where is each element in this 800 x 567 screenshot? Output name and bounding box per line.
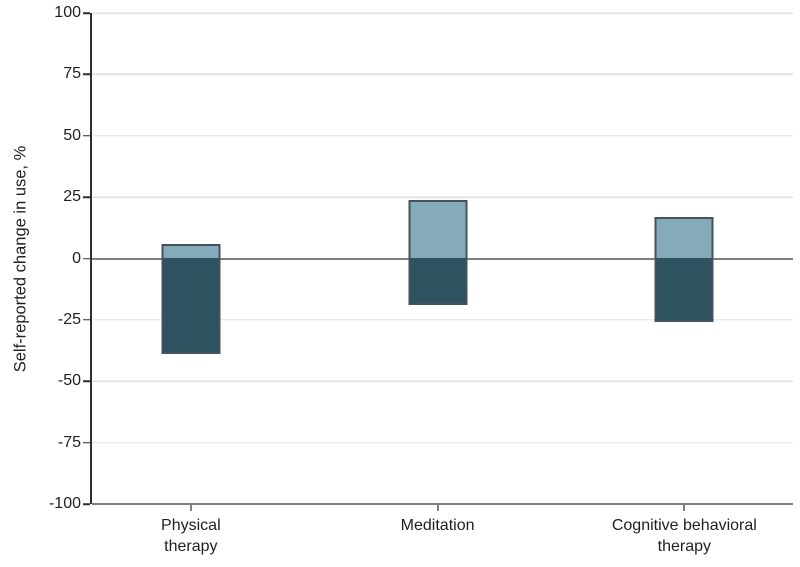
bar-physical-therapy xyxy=(161,243,221,355)
y-tick-label: -25 xyxy=(57,310,81,328)
y-axis-tick xyxy=(83,12,90,14)
y-axis-tick xyxy=(83,319,90,321)
y-tick-label: 50 xyxy=(63,126,81,144)
y-tick-label: 75 xyxy=(63,65,81,83)
y-axis-tick xyxy=(83,441,90,444)
gridline xyxy=(92,73,793,76)
bar-negative-segment xyxy=(163,258,219,353)
x-tick-label-line: Physical xyxy=(161,517,221,534)
bar-negative-segment xyxy=(410,258,466,304)
bar-positive-segment xyxy=(656,218,712,259)
y-axis-tick xyxy=(83,257,90,260)
bar-positive-segment xyxy=(410,201,466,259)
bar-meditation xyxy=(408,199,468,306)
y-axis-tick xyxy=(83,503,90,505)
gridline xyxy=(92,196,793,198)
y-axis-tick xyxy=(83,135,90,137)
y-axis-tick xyxy=(83,73,90,76)
x-tick-label-cognitive-behavioral-therapy: Cognitive behavioral therapy xyxy=(612,515,757,557)
y-axis-tick xyxy=(83,380,90,382)
bar-positive-segment xyxy=(163,245,219,259)
x-axis-tick xyxy=(189,504,192,511)
y-tick-label: 25 xyxy=(63,188,81,206)
y-tick-label: -75 xyxy=(57,433,81,451)
x-tick-label-line: therapy xyxy=(164,538,218,555)
x-tick-label-physical-therapy: Physical therapy xyxy=(161,515,221,557)
gridline xyxy=(92,319,793,321)
x-axis-tick xyxy=(436,504,439,511)
gridline xyxy=(92,12,793,14)
x-axis-tick xyxy=(683,504,686,511)
x-tick-label-line: Cognitive behavioral xyxy=(611,517,757,534)
plot-area xyxy=(83,12,793,511)
x-tick-label-meditation: Meditation xyxy=(401,515,475,536)
gridline xyxy=(92,380,793,382)
gridline xyxy=(92,135,793,137)
bar-negative-segment xyxy=(656,258,712,321)
x-tick-label-line: therapy xyxy=(657,538,712,555)
gridline xyxy=(92,441,793,444)
x-axis-line xyxy=(92,503,793,505)
y-axis-tick xyxy=(83,196,90,198)
y-tick-label: 100 xyxy=(54,4,81,21)
y-tick-label: -50 xyxy=(57,372,81,390)
y-tick-label: -100 xyxy=(48,495,81,512)
x-tick-label-line: Meditation xyxy=(400,517,475,534)
y-tick-label: 0 xyxy=(72,249,81,267)
y-axis-spine xyxy=(90,13,92,504)
bar-cognitive-behavioral-therapy xyxy=(654,216,714,323)
